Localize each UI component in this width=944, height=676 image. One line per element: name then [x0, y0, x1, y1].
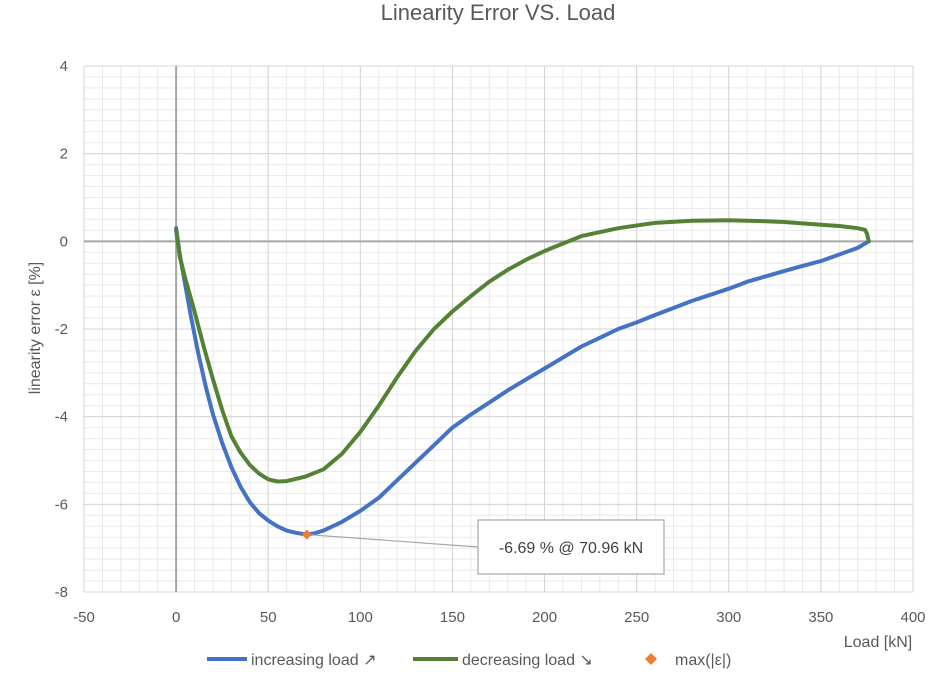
callout-box: [477, 519, 665, 575]
x-tick-label: 0: [172, 609, 180, 626]
x-tick-label: 350: [808, 609, 833, 626]
callout-label: -6.69 % @ 70.96 kN: [499, 540, 643, 557]
decreasing-load-line: [174, 218, 871, 484]
callout-leader-line: [306, 533, 479, 548]
x-tick-label: 250: [624, 609, 649, 626]
series-lines: [174, 218, 871, 537]
zero-axes: [84, 66, 913, 592]
y-axis-label: linearity error ε [%]: [27, 262, 44, 395]
x-tick-label: 100: [348, 609, 373, 626]
gridlines: [83, 65, 914, 593]
x-tick-label: -50: [73, 609, 95, 626]
x-tick-label: 50: [260, 609, 277, 626]
chart-title: Linearity Error VS. Load: [381, 0, 616, 25]
increasing-load-line: [174, 226, 871, 537]
y-tick-label: 0: [60, 233, 68, 250]
y-tick-label: 4: [60, 58, 68, 75]
y-axis-ticks: -8 -6 -4 -2 0 2 4: [55, 58, 68, 601]
legend-swatch-max: [645, 653, 657, 665]
y-tick-label: -6: [55, 496, 68, 513]
legend-label-max: max(|ε|): [675, 652, 731, 669]
x-axis-ticks: -50 0 50 100 150 200 250 300 350 400: [73, 609, 925, 626]
max-error-marker: [301, 529, 312, 540]
y-tick-label: -4: [55, 409, 68, 426]
y-tick-label: -8: [55, 584, 68, 601]
x-tick-label: 300: [716, 609, 741, 626]
x-tick-label: 200: [532, 609, 557, 626]
max-annotation: -6.69 % @ 70.96 kN: [301, 519, 665, 575]
y-tick-label: -2: [55, 321, 68, 338]
legend: increasing load ↗ decreasing load ↘ max(|ε…: [207, 652, 731, 669]
x-tick-label: 150: [440, 609, 465, 626]
x-tick-label: 400: [900, 609, 925, 626]
x-axis-label: Load [kN]: [844, 634, 912, 651]
y-tick-label: 2: [60, 146, 68, 163]
legend-label-increasing: increasing load ↗: [251, 652, 376, 669]
legend-label-decreasing: decreasing load ↘: [462, 652, 593, 669]
